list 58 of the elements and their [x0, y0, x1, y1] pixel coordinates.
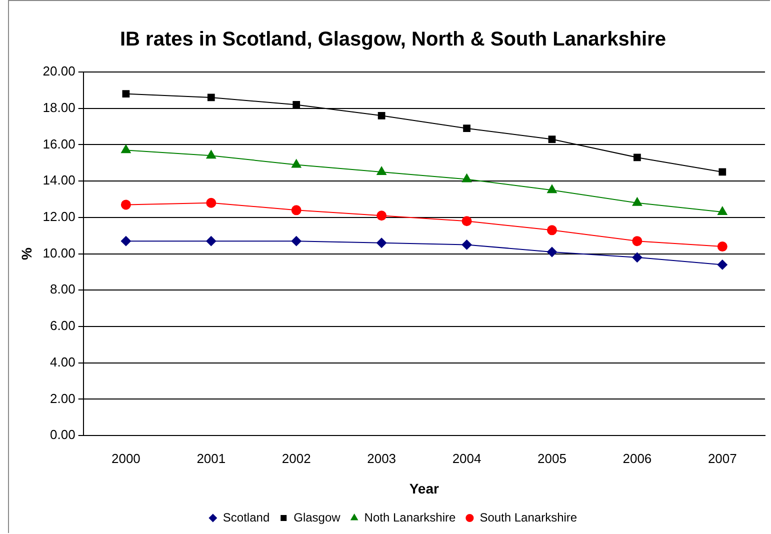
point — [120, 200, 131, 210]
point — [717, 260, 728, 270]
y-tick-label: 2.00 — [50, 390, 76, 406]
x-tick-label: 2002 — [282, 450, 311, 466]
point — [632, 236, 642, 246]
x-tick-label: 2006 — [622, 450, 652, 466]
point — [632, 252, 642, 262]
point — [292, 159, 302, 168]
x-tick-label: 2007 — [708, 450, 737, 466]
point — [462, 240, 472, 250]
y-axis-title: % — [18, 247, 34, 260]
point — [546, 225, 557, 236]
point — [121, 144, 131, 154]
legend-label: Scotland — [222, 510, 270, 524]
legend-label: Glasgow — [294, 510, 341, 524]
x-tick-label: 2003 — [367, 450, 396, 466]
point — [206, 198, 216, 208]
legend-label: Noth Lanarkshire — [364, 510, 456, 524]
chart-title: IB rates in Scotland, Glasgow, North & South Lanarkshire — [120, 28, 666, 51]
point — [206, 150, 216, 159]
y-tick-label: 20.00 — [42, 64, 76, 79]
point — [718, 168, 726, 176]
x-tick-label: 2001 — [196, 450, 226, 466]
point — [462, 174, 472, 182]
point — [548, 136, 556, 143]
point — [206, 236, 216, 246]
y-tick-label: 6.00 — [50, 318, 76, 334]
point — [547, 184, 557, 194]
point — [207, 94, 215, 102]
point — [718, 206, 728, 215]
point — [717, 242, 728, 252]
x-axis-title: Year — [409, 480, 440, 496]
point — [376, 238, 387, 248]
y-tick-label: 8.00 — [50, 282, 76, 297]
point — [120, 236, 131, 246]
point — [632, 197, 642, 206]
point — [634, 154, 641, 162]
y-tick-label: 0.00 — [50, 427, 76, 442]
legend-label: South Lanarkshire — [480, 510, 578, 524]
point — [376, 166, 386, 175]
x-tick-label: 2005 — [538, 450, 566, 466]
y-tick-label: 18.00 — [42, 100, 76, 115]
point — [376, 210, 387, 221]
point — [378, 112, 386, 120]
point — [122, 90, 130, 98]
x-tick-label: 2000 — [111, 450, 140, 466]
y-tick-label: 16.00 — [42, 136, 76, 152]
point — [291, 236, 302, 246]
point — [463, 124, 470, 132]
point — [462, 216, 472, 226]
x-tick-label: 2004 — [452, 450, 482, 466]
y-tick-label: 10.00 — [42, 245, 76, 260]
y-tick-label: 14.00 — [42, 172, 76, 188]
point — [291, 205, 302, 216]
point — [546, 246, 557, 257]
y-tick-label: 4.00 — [50, 354, 76, 370]
point — [292, 101, 300, 108]
y-tick-label: 12.00 — [42, 209, 76, 224]
